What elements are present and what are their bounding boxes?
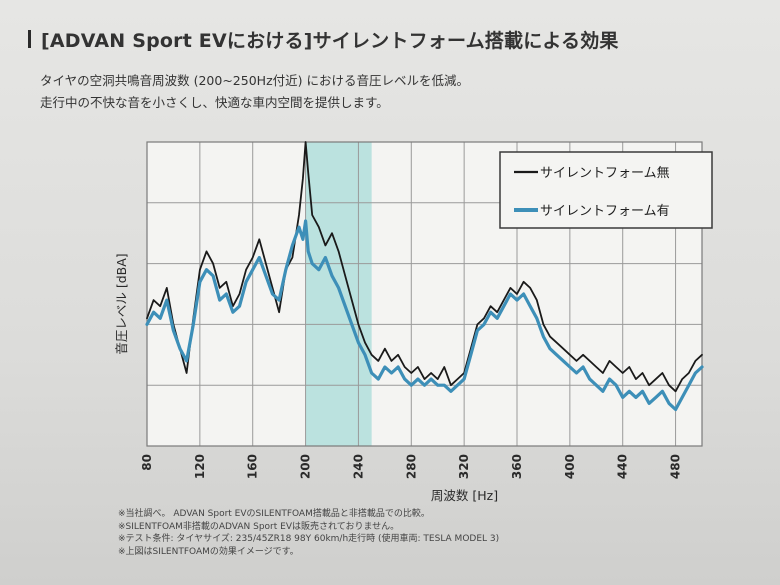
- series-line-1: [146, 141, 703, 393]
- y-axis-label: 音圧レベル [dBA]: [114, 253, 129, 354]
- x-tick-label: 360: [510, 454, 524, 479]
- footnote-3: ※テスト条件: タイヤサイズ: 235/45ZR18 98Y 60km/h走行時…: [118, 534, 500, 544]
- x-tick-label: 440: [616, 454, 630, 479]
- x-tick-label: 240: [351, 454, 365, 479]
- legend-entry-label: サイレントフォーム無: [540, 166, 670, 181]
- plot-frame: [146, 141, 703, 447]
- legend-entry-label: サイレントフォーム有: [540, 204, 670, 219]
- x-tick-label: 120: [193, 454, 207, 479]
- x-tick-label: 200: [299, 454, 313, 479]
- footnotes: ※当社調べ。 ADVAN Sport EVのSILENTFOAM搭載品と非搭載品…: [118, 508, 499, 558]
- section-heading: [ADVAN Sport EVにおける]サイレントフォーム搭載による効果: [28, 26, 619, 52]
- x-tick-label: 320: [457, 454, 471, 479]
- page-title: [ADVAN Sport EVにおける]サイレントフォーム搭載による効果: [41, 29, 619, 52]
- intro-text: タイヤの空洞共鳴音周波数 (200~250Hz付近) における音圧レベルを低減。…: [40, 70, 469, 114]
- x-tick-label: 80: [140, 454, 154, 471]
- resonance-band: [305, 142, 372, 446]
- legend-box: [499, 151, 713, 229]
- intro-line-1: タイヤの空洞共鳴音周波数 (200~250Hz付近) における音圧レベルを低減。: [40, 73, 469, 88]
- x-tick-label: 480: [669, 454, 683, 479]
- intro-line-2: 走行中の不快な音を小さくし、快適な車内空間を提供します。: [40, 95, 389, 110]
- footnote-4: ※上図はSILENTFOAMの効果イメージです。: [118, 546, 299, 557]
- x-tick-label: 160: [246, 454, 260, 479]
- heading-accent-bar: [28, 30, 31, 48]
- footnote-2: ※SILENTFOAM非搭載のADVAN Sport EVは販売されておりません…: [118, 521, 400, 532]
- x-axis-label: 周波数 [Hz]: [431, 488, 498, 503]
- x-tick-label: 400: [563, 454, 577, 479]
- footnote-1: ※当社調べ。 ADVAN Sport EVのSILENTFOAM搭載品と非搭載品…: [118, 509, 430, 519]
- series-line-2: [145, 219, 704, 412]
- x-tick-label: 280: [404, 454, 418, 479]
